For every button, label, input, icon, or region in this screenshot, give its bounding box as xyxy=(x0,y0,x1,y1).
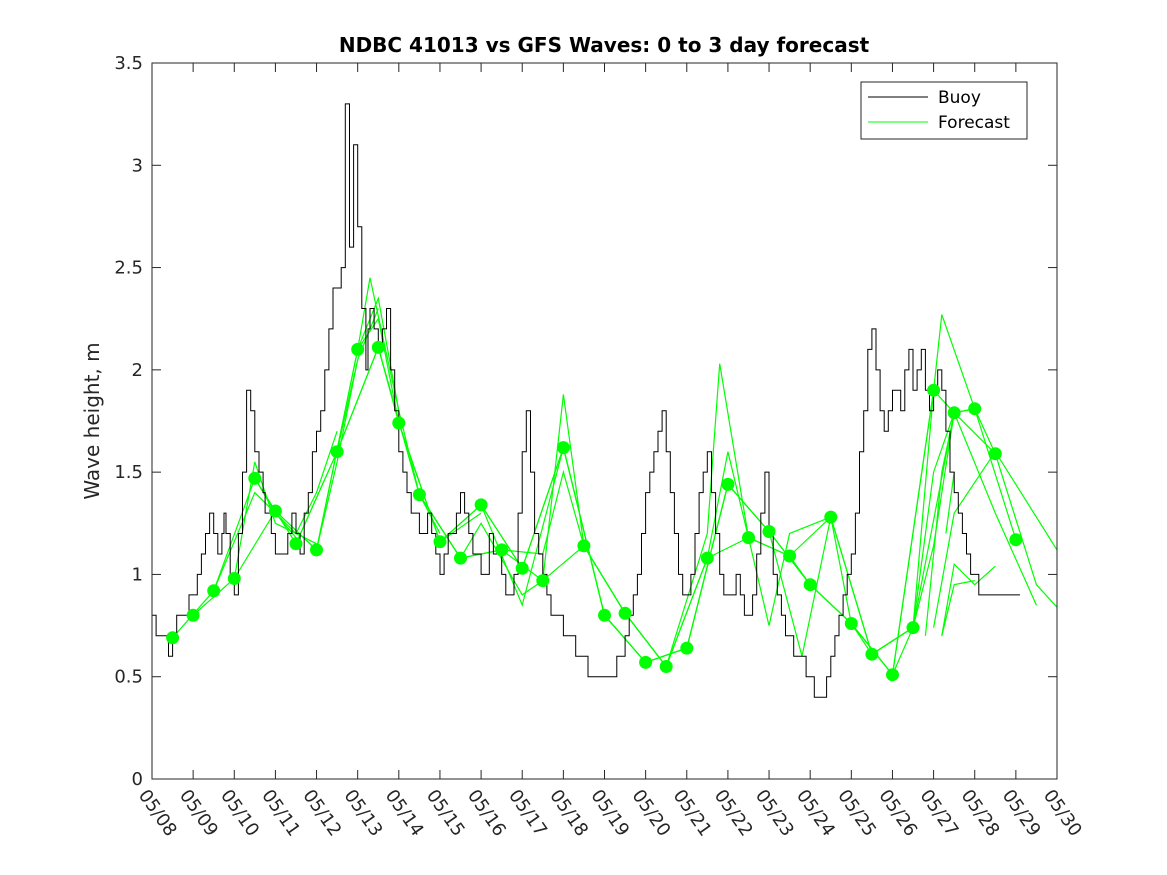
x-tick-label: 05/09 xyxy=(175,786,222,841)
forecast-marker xyxy=(392,416,406,430)
forecast-marker xyxy=(433,535,447,549)
forecast-marker xyxy=(330,445,344,459)
plot-area xyxy=(152,63,1057,779)
forecast-run-2 xyxy=(192,461,317,616)
x-tick-label: 05/19 xyxy=(586,786,633,841)
y-tick-label: 0 xyxy=(132,769,143,790)
forecast-marker xyxy=(803,578,817,592)
buoy-series xyxy=(152,103,1020,698)
forecast-marker xyxy=(968,402,982,416)
forecast-marker xyxy=(351,342,365,356)
forecast-marker xyxy=(844,617,858,630)
forecast-marker xyxy=(659,660,673,673)
forecast-marker xyxy=(371,340,385,354)
forecast-run-39 xyxy=(933,450,1058,628)
forecast-marker xyxy=(639,655,653,669)
forecast-marker xyxy=(824,510,838,524)
forecast-marker xyxy=(598,608,611,622)
forecast-marker xyxy=(536,574,550,588)
forecast-run-13 xyxy=(418,494,544,596)
forecast-run-35 xyxy=(871,408,996,655)
x-tick-label: 05/24 xyxy=(792,786,839,841)
x-tick-label: 05/16 xyxy=(463,786,510,841)
x-tick-label: 05/12 xyxy=(298,786,345,841)
y-tick-label: 2.5 xyxy=(114,258,143,279)
x-tick-label: 05/20 xyxy=(628,786,675,841)
y-tick-label: 2 xyxy=(132,360,143,381)
forecast-run-34 xyxy=(850,314,976,676)
forecast-marker xyxy=(166,631,180,645)
forecast-marker xyxy=(556,441,570,455)
y-tick-label: 1 xyxy=(132,564,143,585)
forecast-marker xyxy=(988,447,1002,461)
forecast-marker xyxy=(927,383,941,397)
chart-title: NDBC 41013 vs GFS Waves: 0 to 3 day fore… xyxy=(339,33,870,57)
forecast-run-27 xyxy=(707,516,832,626)
legend-buoy-label: Buoy xyxy=(938,88,981,108)
legend-forecast-label: Forecast xyxy=(938,113,1010,133)
x-tick-label: 05/11 xyxy=(257,786,304,841)
forecast-marker xyxy=(474,498,488,512)
forecast-marker xyxy=(906,621,920,635)
x-tick-label: 05/18 xyxy=(545,786,592,841)
x-tick-label: 05/08 xyxy=(134,786,181,841)
x-tick-label: 05/29 xyxy=(998,786,1045,841)
buoy-line xyxy=(152,103,1020,698)
forecast-marker xyxy=(248,471,262,485)
forecast-marker xyxy=(310,543,323,557)
forecast-marker xyxy=(289,537,303,551)
x-tick-label: 05/25 xyxy=(833,786,880,841)
forecast-marker xyxy=(207,584,221,598)
forecast-marker xyxy=(1009,533,1023,547)
forecast-marker xyxy=(515,561,529,575)
forecast-marker xyxy=(227,572,241,585)
forecast-marker xyxy=(947,406,961,420)
x-tick-label: 05/30 xyxy=(1039,786,1086,841)
forecast-marker xyxy=(186,608,200,622)
forecast-marker xyxy=(783,549,797,563)
x-tick-label: 05/21 xyxy=(669,786,716,841)
forecast-marker xyxy=(886,668,899,682)
legend: Buoy Forecast xyxy=(860,81,1028,140)
forecast-lines xyxy=(172,277,1058,677)
forecast-run-23 xyxy=(624,363,750,668)
forecast-run-41 xyxy=(941,580,975,636)
forecast-run-42 xyxy=(945,472,955,534)
x-tick-label: 05/10 xyxy=(216,786,263,841)
forecast-marker xyxy=(618,606,632,620)
x-tick-label: 05/15 xyxy=(422,786,469,841)
forecast-marker xyxy=(268,504,282,518)
x-tick-label: 05/27 xyxy=(915,786,962,841)
forecast-run-40 xyxy=(941,562,996,636)
y-tick-label: 3.5 xyxy=(114,53,143,74)
x-tick-label: 05/14 xyxy=(381,786,428,841)
forecast-run-8 xyxy=(315,277,441,551)
legend-box xyxy=(860,81,1028,140)
forecast-marker xyxy=(721,477,735,491)
forecast-markers xyxy=(166,340,1023,682)
y-tick-label: 1.5 xyxy=(114,462,143,483)
forecast-marker xyxy=(700,551,714,565)
forecast-marker xyxy=(680,641,694,655)
y-axis-ticks: 0 0.5 1 1.5 2 2.5 3 3.5 xyxy=(114,53,1057,790)
x-tick-label: 05/13 xyxy=(340,786,387,841)
forecast-marker xyxy=(454,551,467,565)
forecast-marker xyxy=(412,488,426,502)
x-tick-label: 05/22 xyxy=(710,786,757,841)
forecast-marker xyxy=(495,543,509,557)
forecast-run-37 xyxy=(912,411,1058,628)
forecast-marker xyxy=(865,647,879,661)
x-tick-label: 05/26 xyxy=(874,786,921,841)
x-tick-label: 05/17 xyxy=(504,786,551,841)
y-axis-label: Wave height, m xyxy=(80,342,104,499)
forecast-marker xyxy=(577,539,591,553)
y-tick-label: 0.5 xyxy=(114,667,143,688)
forecast-marker xyxy=(762,525,776,538)
x-tick-label: 05/28 xyxy=(957,786,1004,841)
y-tick-label: 3 xyxy=(132,155,143,176)
forecast-marker xyxy=(742,531,755,545)
x-tick-label: 05/23 xyxy=(751,786,798,841)
